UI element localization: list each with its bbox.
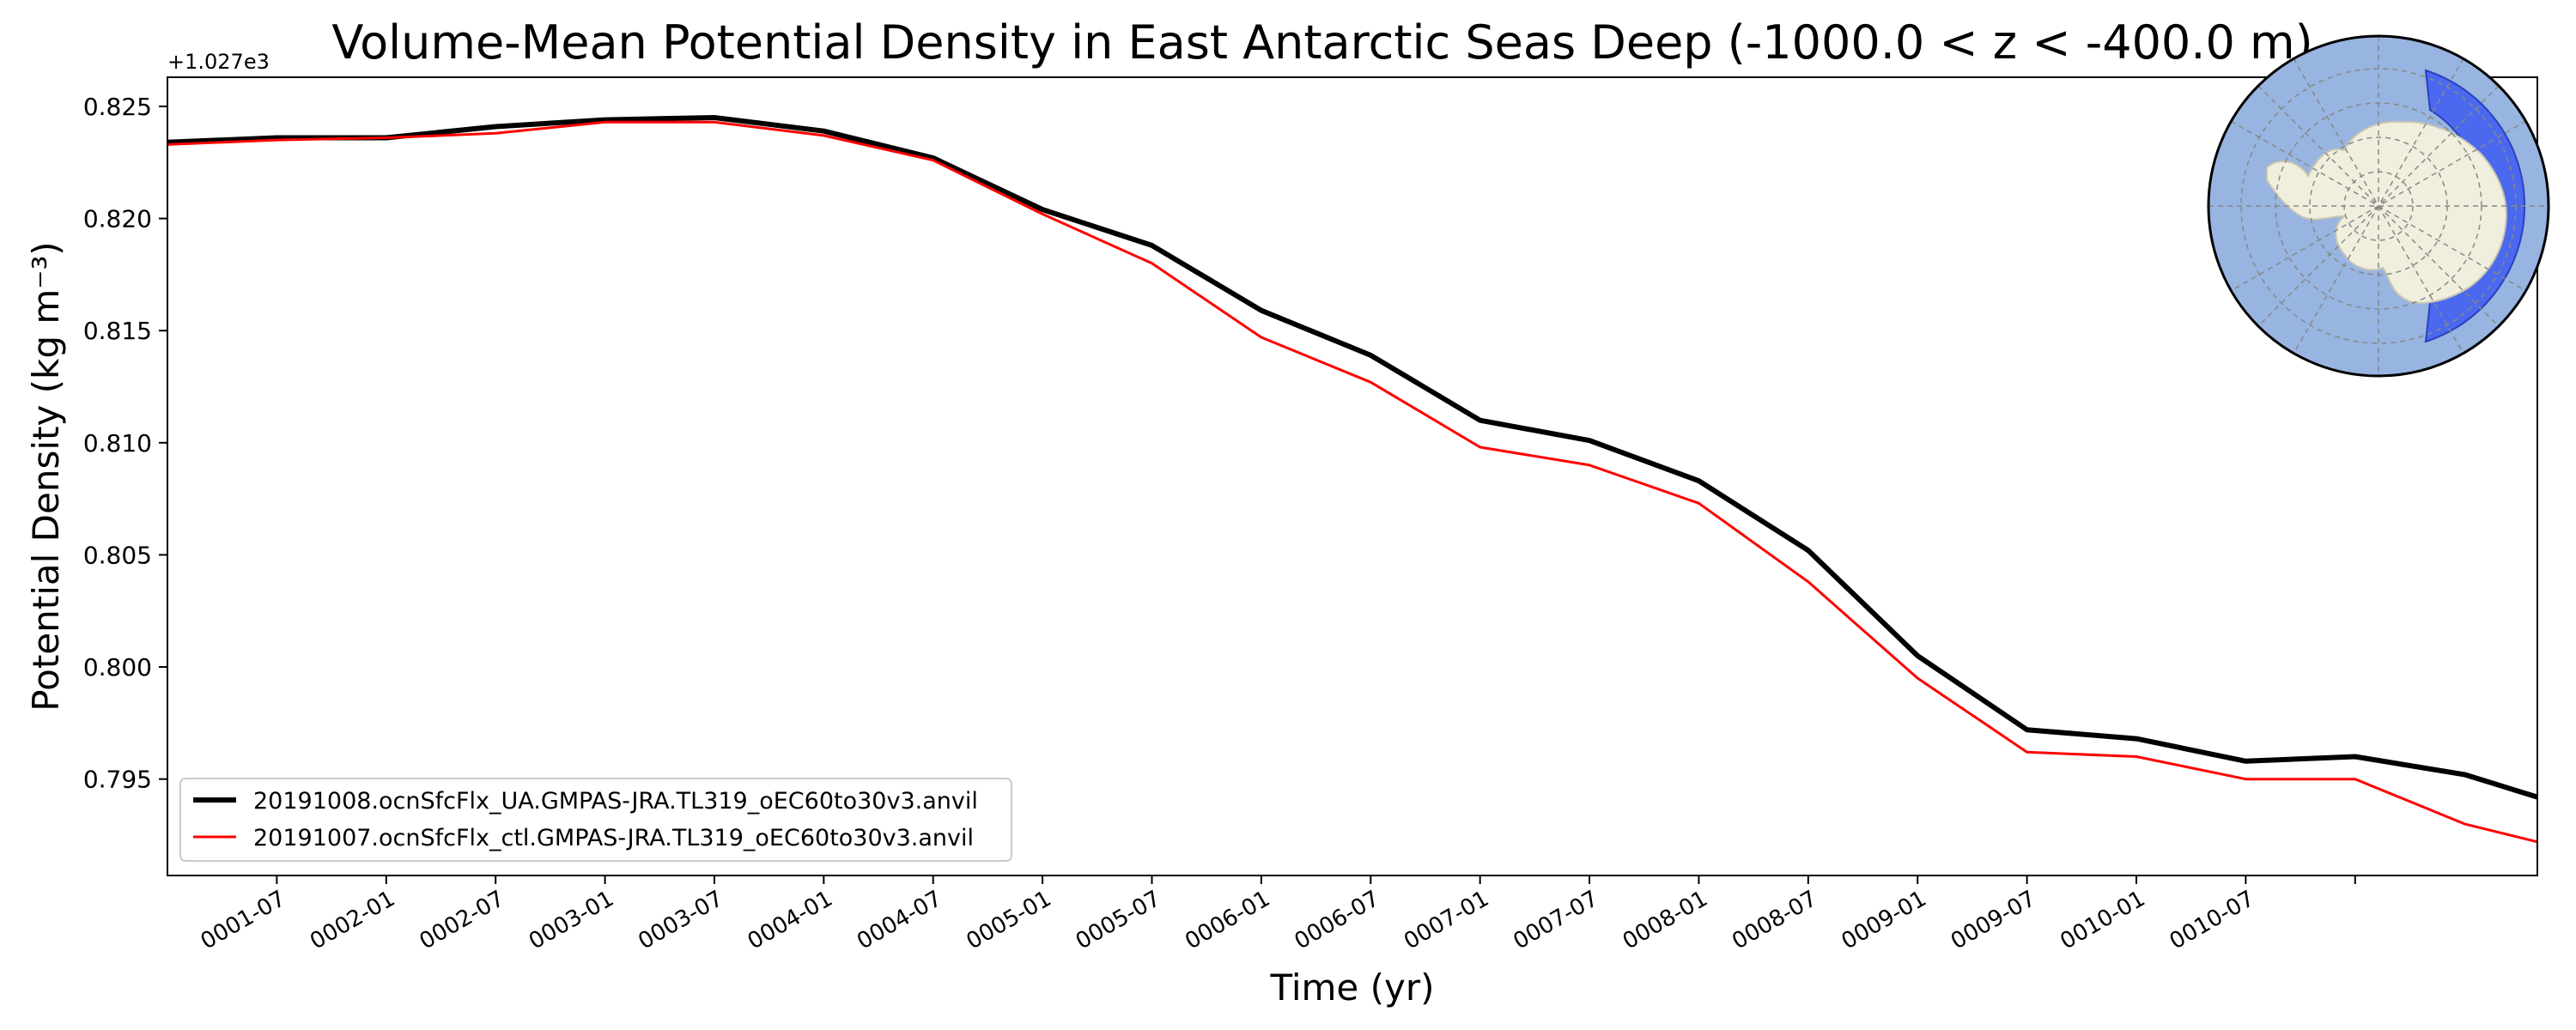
y-tick-label: 0.805	[83, 541, 152, 569]
y-tick-label: 0.825	[83, 93, 152, 121]
inset-content	[2208, 36, 2549, 376]
legend: 20191008.ocnSfcFlx_UA.GMPAS-JRA.TL319_oE…	[179, 778, 1012, 862]
inset-antarctica	[2266, 120, 2507, 304]
chart-title: Volume-Mean Potential Density in East An…	[331, 15, 2312, 70]
inset-graticule	[2208, 36, 2549, 376]
series-layer	[167, 115, 2538, 844]
legend-label-ctl: 20191007.ocnSfcFlx_ctl.GMPAS-JRA.TL319_o…	[253, 825, 974, 851]
y-axis-label: Potential Density (kg m⁻³)	[25, 241, 67, 711]
series-line-ua	[167, 115, 2538, 800]
legend-label-ua: 20191008.ocnSfcFlx_UA.GMPAS-JRA.TL319_oE…	[253, 788, 978, 815]
y-tick-label: 0.820	[83, 205, 152, 233]
series-line-ctl	[167, 120, 2538, 844]
plot-background	[167, 77, 2537, 876]
inset-boundary	[2207, 34, 2550, 378]
y-tick-label: 0.815	[83, 317, 152, 345]
y-offset-label: +1.027e3	[167, 50, 270, 74]
plot-area	[167, 76, 2538, 876]
x-axis-label: Time (yr)	[1269, 966, 1434, 1009]
y-tick-label: 0.800	[83, 653, 152, 682]
y-tick-label: 0.810	[83, 429, 152, 457]
legend-box	[179, 778, 1012, 862]
inset-map	[2207, 34, 2550, 378]
y-axis: 0.795 0.800 0.805 0.810 0.815 0.820 0.825	[83, 93, 167, 794]
y-tick-label: 0.795	[83, 766, 152, 794]
plot-frame	[167, 76, 2538, 876]
